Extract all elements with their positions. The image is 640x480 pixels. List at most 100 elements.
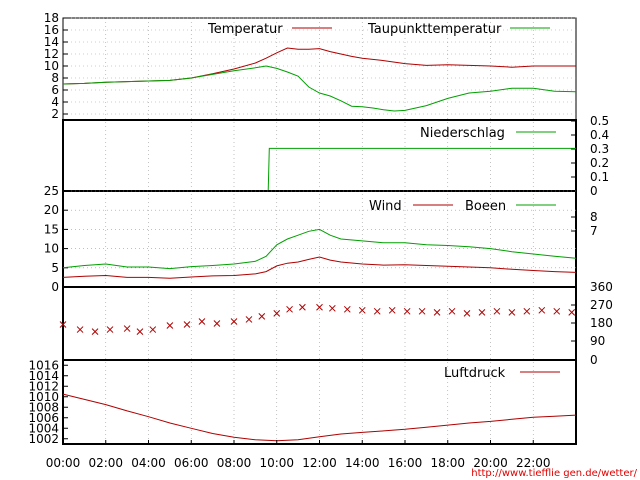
x-tick-label: 00:00: [46, 456, 81, 470]
y-tick-label: 12: [44, 47, 59, 61]
x-tick-label: 04:00: [131, 456, 166, 470]
y-tick-label-right: 0: [590, 353, 598, 367]
direction-point: [478, 308, 486, 316]
y-tick-label-right: 0.2: [590, 156, 609, 170]
y-tick-label-right: 8: [590, 210, 598, 224]
direction-point: [568, 308, 576, 316]
x-tick-label: 08:00: [217, 456, 252, 470]
y-tick-label: 1008: [28, 400, 59, 414]
y-tick-label: 1004: [28, 421, 59, 435]
series-line-wind: [62, 256, 577, 279]
series-line-boeen: [62, 228, 577, 270]
y-tick-label-right: 0.5: [590, 114, 609, 128]
direction-point: [273, 310, 281, 317]
y-tick-label-right: 0.3: [590, 142, 609, 156]
y-tick-label: 0: [51, 280, 59, 294]
y-tick-label: 18: [44, 11, 59, 25]
y-tick-label-right: 180: [590, 316, 613, 330]
legend-label: Wind: [369, 199, 402, 214]
direction-point: [106, 326, 114, 333]
y-tick-label: 20: [44, 203, 59, 217]
y-tick-label-right: 270: [590, 298, 613, 312]
source-url[interactable]: http://www.tiefflie gen.de/wetter/: [471, 468, 637, 479]
y-tick-label: 1006: [28, 411, 59, 425]
y-tick-label-right: 0.4: [590, 128, 609, 142]
direction-point: [91, 328, 99, 335]
y-tick-label: 1012: [28, 379, 59, 393]
y-tick-label: 5: [51, 261, 59, 275]
direction-point: [463, 310, 471, 317]
y-tick-label: 10: [44, 59, 59, 73]
y-tick-label: 6: [51, 83, 59, 97]
direction-point: [59, 321, 67, 328]
y-tick-label: 2: [51, 107, 59, 121]
direction-point: [286, 305, 293, 313]
direction-point: [373, 307, 381, 315]
direction-point: [213, 320, 221, 327]
direction-point: [343, 305, 351, 313]
y-tick-label-right: 360: [590, 280, 613, 294]
direction-point: [136, 328, 144, 335]
x-tick-label: 14:00: [345, 456, 380, 470]
series-line-niederschlag: [267, 147, 576, 192]
y-tick-label: 16: [44, 23, 59, 37]
direction-point: [418, 307, 426, 315]
direction-point: [149, 326, 157, 333]
x-tick-label: 02:00: [88, 456, 123, 470]
y-tick-label: 1010: [28, 390, 59, 404]
x-tick-label: 10:00: [259, 456, 294, 470]
direction-point: [258, 313, 266, 320]
series-line-luftdruck: [62, 393, 577, 442]
legend-label: Temperatur: [207, 22, 283, 37]
direction-point: [245, 316, 253, 323]
y-tick-label: 1016: [28, 358, 59, 372]
direction-point: [358, 306, 366, 314]
legend-label: Niederschlag: [420, 126, 505, 141]
direction-point: [493, 307, 501, 315]
y-tick-label: 25: [44, 184, 59, 198]
direction-point: [553, 307, 561, 315]
legend-label: Boeen: [465, 199, 506, 214]
direction-point: [230, 318, 238, 325]
legend-label: Luftdruck: [444, 366, 506, 381]
legend-label: Taupunkttemperatur: [367, 22, 502, 37]
y-tick-label: 10: [44, 242, 59, 256]
x-tick-label: 22:00: [516, 456, 551, 470]
y-tick-label: 1002: [28, 432, 59, 446]
direction-point: [183, 321, 191, 328]
y-tick-label-right: 90: [590, 334, 605, 348]
direction-point: [316, 303, 323, 311]
x-tick-label: 06:00: [174, 456, 209, 470]
x-tick-label: 20:00: [473, 456, 508, 470]
y-tick-label-right: 0.1: [590, 170, 609, 184]
y-tick-label: 8: [51, 71, 59, 85]
y-tick-label: 1014: [28, 369, 59, 383]
x-tick-label: 16:00: [388, 456, 423, 470]
direction-point: [388, 306, 396, 314]
y-tick-label: 15: [44, 222, 59, 236]
direction-point: [328, 304, 336, 312]
direction-point: [166, 322, 174, 329]
direction-point: [123, 325, 131, 332]
y-tick-label-right: 7: [590, 224, 598, 238]
direction-point: [76, 326, 84, 333]
direction-point: [299, 303, 306, 311]
x-tick-label: 18:00: [430, 456, 465, 470]
direction-point: [433, 308, 441, 316]
direction-point: [403, 307, 411, 315]
panel-frame: [62, 286, 577, 361]
direction-point: [198, 318, 206, 325]
direction-point: [523, 307, 531, 315]
x-tick-label: 12:00: [302, 456, 337, 470]
direction-point: [448, 307, 456, 315]
y-tick-label: 4: [51, 95, 59, 109]
direction-point: [508, 308, 516, 316]
panel-3: 0 90 180 270 360: [59, 280, 613, 367]
y-tick-label: 14: [44, 35, 59, 49]
series-line-taupunkttemperatur: [62, 65, 577, 112]
panel-1: 00.10.20.30.40.5 Niederschlag: [62, 114, 609, 198]
direction-point: [538, 306, 546, 314]
